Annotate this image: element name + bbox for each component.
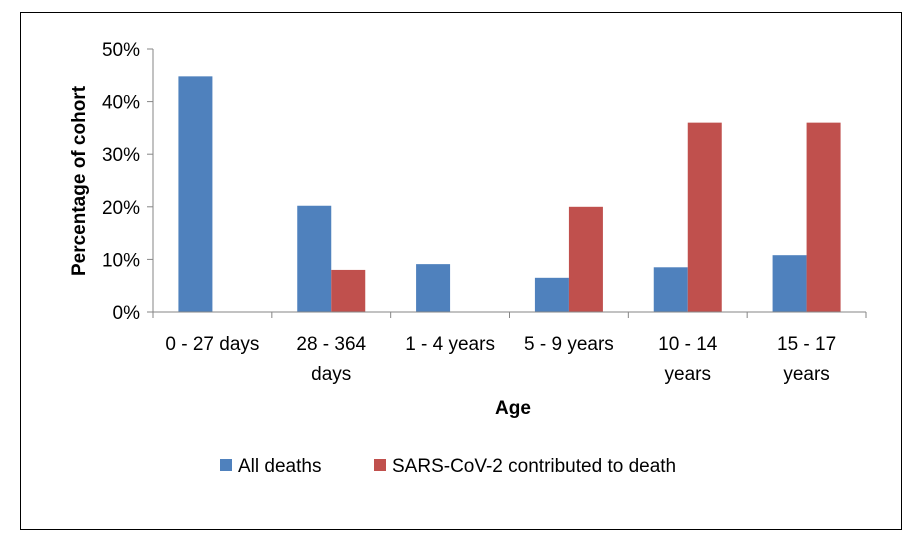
y-tick-label: 40% (102, 93, 140, 114)
x-category-label: 15 - 17 years (777, 334, 836, 385)
y-ticks-group: 0% 10% 20% 30% 40% 50% (102, 40, 153, 324)
y-tick-label: 10% (102, 250, 140, 271)
y-axis-title: Percentage of cohort (69, 85, 90, 276)
axes-group (152, 49, 866, 313)
y-tick-label: 30% (102, 145, 140, 166)
x-category-label: 0 - 27 days (165, 334, 259, 355)
bar-sars-cov-2-1 (331, 269, 366, 312)
legend: All deaths SARS-CoV-2 contributed to deat… (220, 456, 676, 477)
y-tick-label: 50% (102, 40, 140, 61)
x-ticks-group (152, 312, 867, 318)
bar-sars-cov-2-5 (806, 122, 841, 312)
x-category-labels: 0 - 27 days 28 - 364 days 1 - 4 years 5 - 9 … (165, 334, 836, 385)
bar-all-deaths-4 (653, 267, 688, 312)
legend-label-1: SARS-CoV-2 contributed to death (392, 456, 676, 477)
bar-all-deaths-0 (178, 76, 213, 313)
x-axis-title: Age (495, 398, 531, 419)
bar-all-deaths-3 (534, 277, 569, 312)
y-tick-label: 0% (113, 303, 141, 324)
legend-swatch-1 (374, 459, 386, 471)
legend-swatch-0 (220, 459, 232, 471)
bars-group (178, 76, 841, 313)
x-category-label: 1 - 4 years (405, 334, 495, 355)
x-category-label: 28 - 364 days (296, 334, 366, 385)
bar-all-deaths-2 (416, 264, 451, 312)
x-category-label: 5 - 9 years (524, 334, 614, 355)
legend-label-0: All deaths (238, 456, 321, 477)
chart-frame (20, 12, 902, 530)
bar-all-deaths-5 (772, 255, 807, 312)
x-category-label: 10 - 14 years (658, 334, 718, 385)
bar-sars-cov-2-3 (568, 206, 603, 312)
bar-all-deaths-1 (297, 205, 332, 312)
bar-sars-cov-2-4 (687, 122, 722, 312)
y-tick-label: 20% (102, 198, 140, 219)
